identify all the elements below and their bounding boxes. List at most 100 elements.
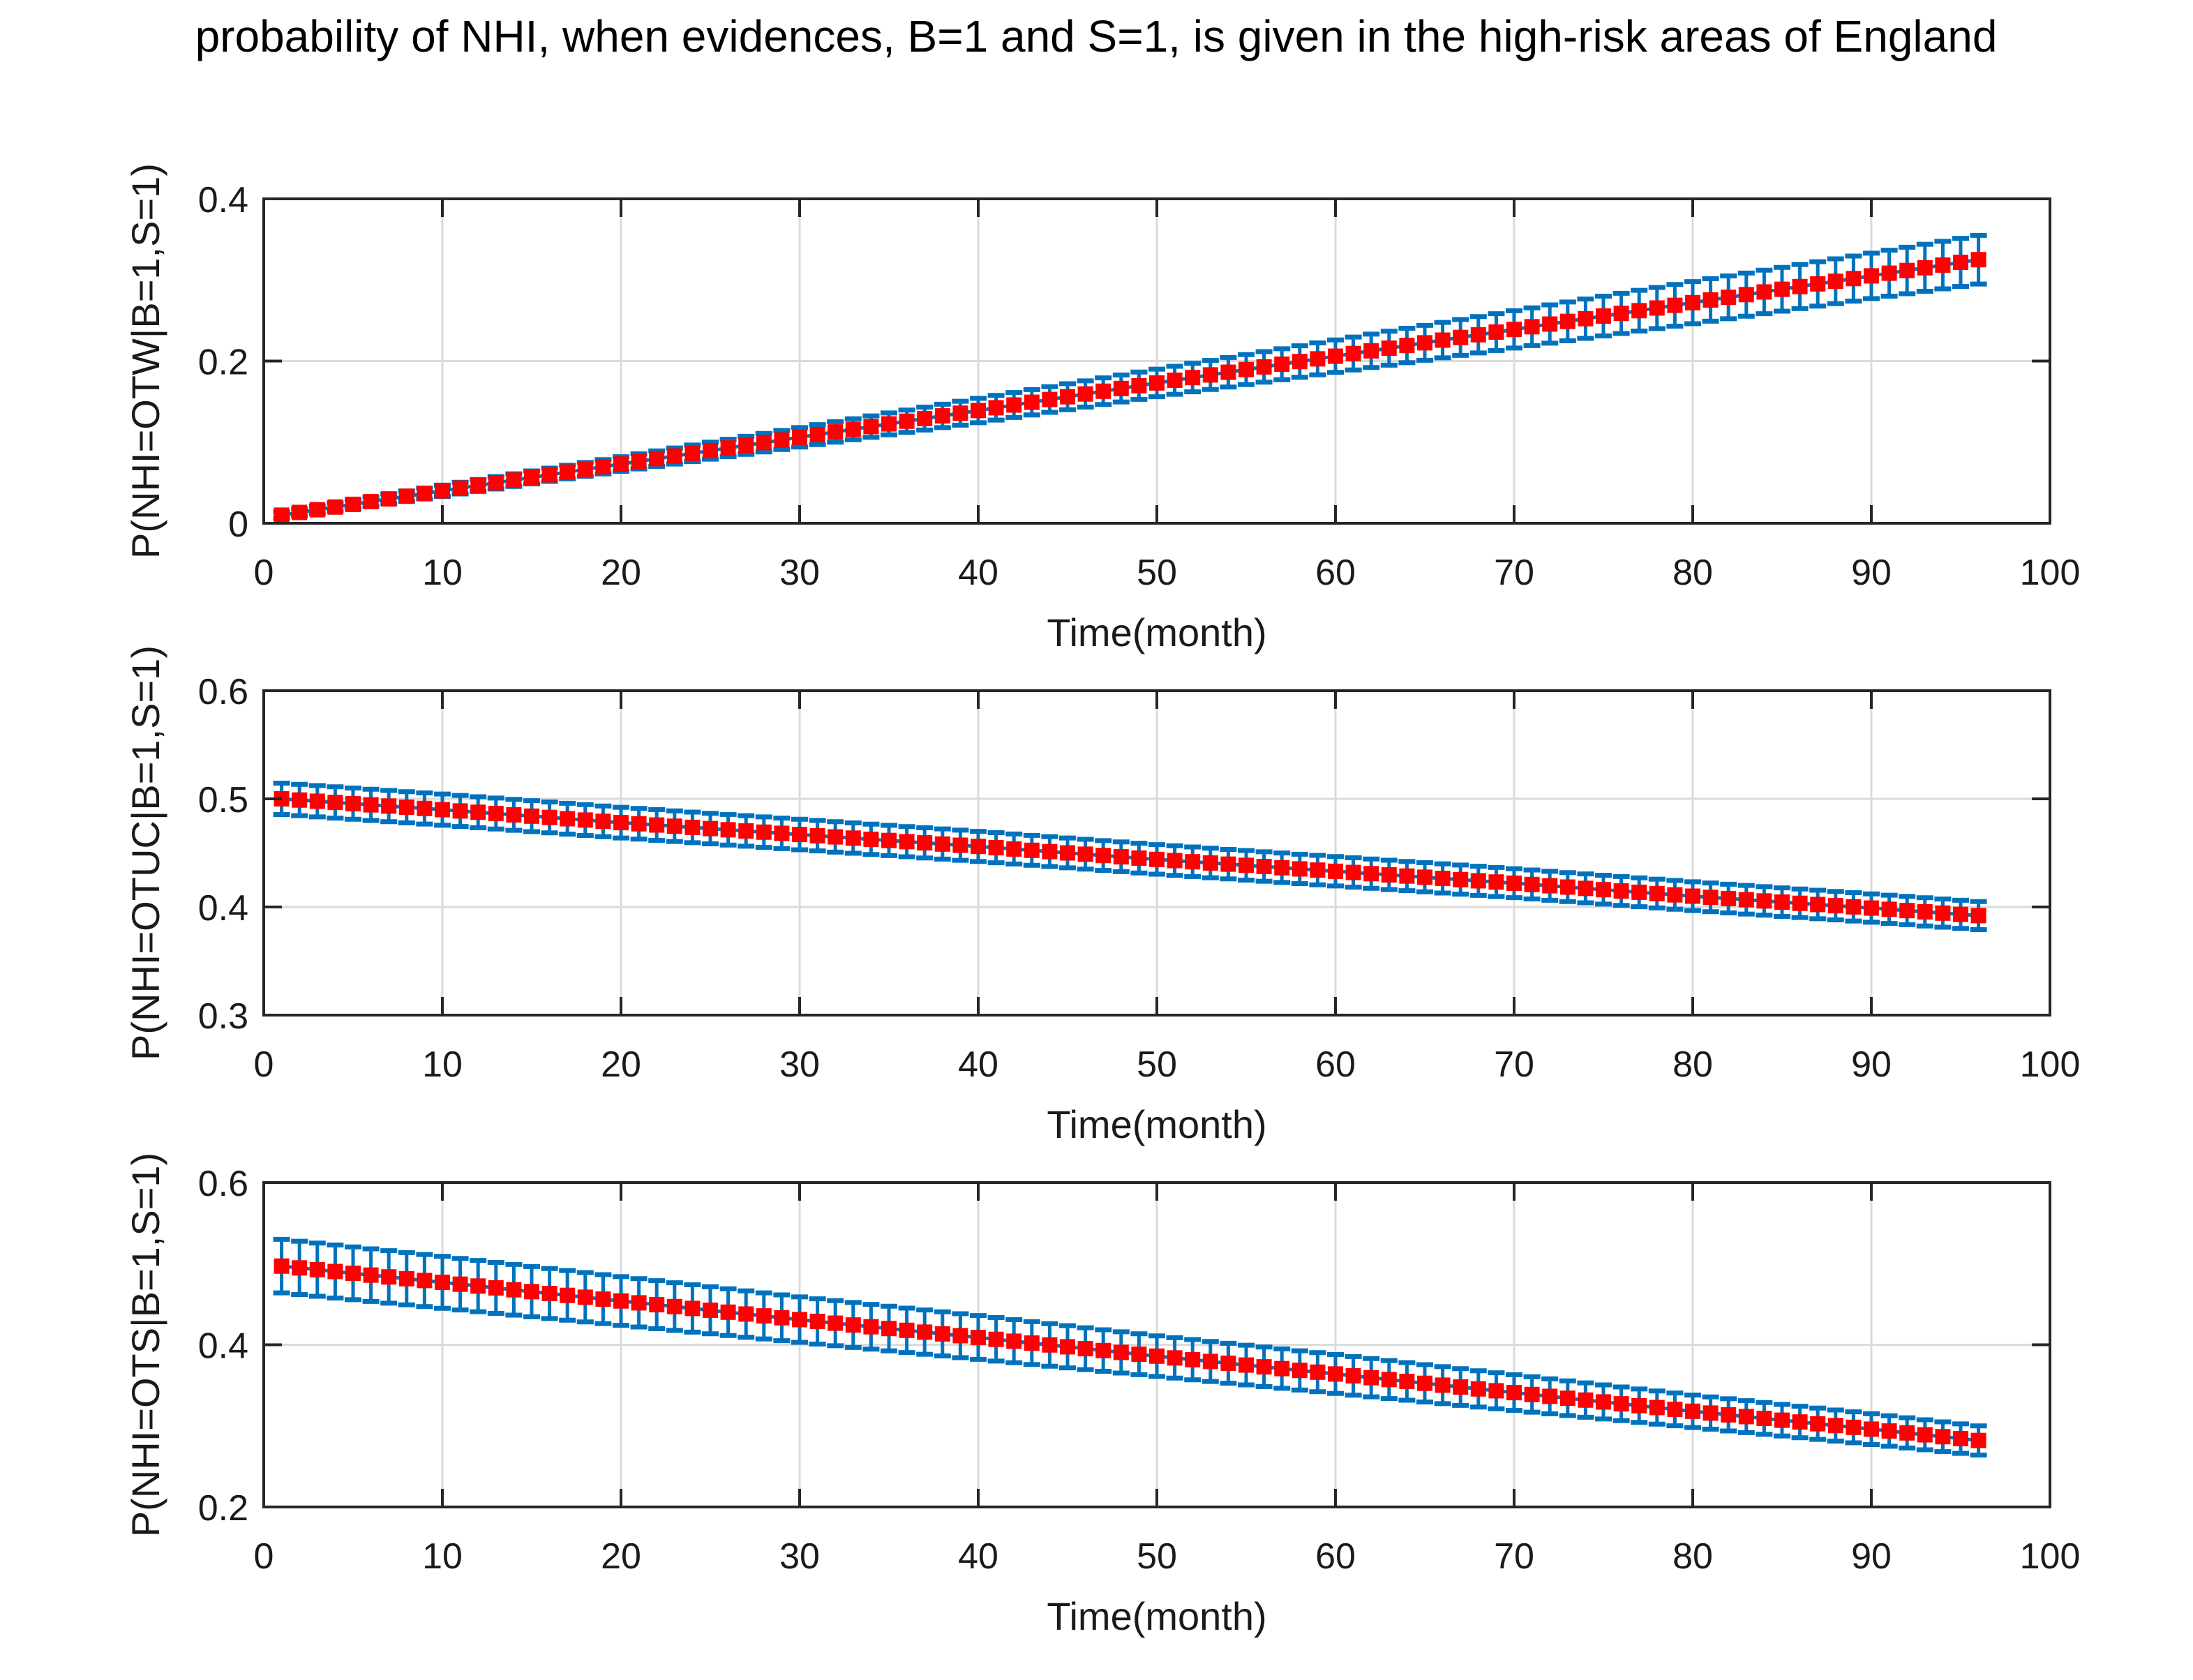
data-marker xyxy=(541,809,557,825)
data-marker xyxy=(452,803,468,819)
data-marker xyxy=(398,1270,414,1287)
data-marker xyxy=(934,836,950,852)
data-marker xyxy=(541,467,557,483)
data-marker xyxy=(1274,357,1290,373)
data-marker xyxy=(506,472,522,488)
data-marker xyxy=(863,831,879,847)
data-marker xyxy=(1578,880,1594,897)
data-marker xyxy=(1667,887,1683,903)
data-marker xyxy=(398,488,414,504)
data-marker xyxy=(1042,1337,1058,1353)
data-marker xyxy=(845,1317,861,1333)
y-tick-label: 0.4 xyxy=(198,888,248,929)
data-marker xyxy=(1721,1407,1737,1423)
data-marker xyxy=(1935,1429,1951,1445)
data-marker xyxy=(1774,1412,1790,1428)
series-markers xyxy=(274,252,1986,523)
data-marker xyxy=(1006,397,1022,413)
data-marker xyxy=(666,818,682,834)
data-marker xyxy=(1721,890,1737,906)
x-tick-label: 70 xyxy=(1494,1536,1534,1577)
data-marker xyxy=(1846,899,1862,915)
data-marker xyxy=(1220,856,1236,872)
data-marker xyxy=(1596,882,1611,898)
data-marker xyxy=(452,1276,468,1292)
data-marker xyxy=(274,507,290,523)
data-marker xyxy=(1149,1348,1165,1364)
data-marker xyxy=(1613,1396,1629,1412)
data-marker xyxy=(1524,876,1540,892)
data-marker xyxy=(470,1278,486,1294)
data-marker xyxy=(595,458,611,474)
data-marker xyxy=(1917,903,1933,920)
data-marker xyxy=(756,1308,772,1324)
y-tick-label: 0.4 xyxy=(198,180,248,220)
data-marker xyxy=(1488,874,1504,890)
data-marker xyxy=(1060,845,1075,861)
data-marker xyxy=(1185,854,1201,870)
data-marker xyxy=(792,429,807,445)
data-marker xyxy=(1774,894,1790,910)
x-tick-label: 10 xyxy=(422,553,463,593)
data-marker xyxy=(1917,1427,1933,1443)
x-tick-label: 90 xyxy=(1851,1536,1892,1577)
data-marker xyxy=(488,806,504,822)
data-marker xyxy=(649,451,665,467)
data-marker xyxy=(1167,373,1183,389)
data-marker xyxy=(577,812,593,828)
subplot-otuc-plot-area: 0 10 20 30 40 50 60 70 80 90 100 0.3 0.4 0.5 0.6 xyxy=(198,672,2081,1085)
data-marker xyxy=(1685,1403,1700,1419)
data-marker xyxy=(756,435,772,451)
data-marker xyxy=(1846,1419,1862,1435)
data-marker xyxy=(666,1298,682,1314)
data-marker xyxy=(1024,394,1040,410)
series-markers xyxy=(274,791,1986,924)
data-marker xyxy=(899,1322,915,1338)
data-marker xyxy=(1417,335,1432,351)
data-marker xyxy=(649,817,665,833)
data-marker xyxy=(1292,861,1308,877)
data-marker xyxy=(1167,1350,1183,1366)
x-tick-label: 70 xyxy=(1494,553,1534,593)
data-marker xyxy=(1042,391,1058,407)
data-marker xyxy=(1488,324,1504,340)
data-marker xyxy=(1649,1400,1665,1416)
data-marker xyxy=(1524,319,1540,335)
data-marker xyxy=(1274,860,1290,876)
data-marker xyxy=(1077,386,1093,402)
data-marker xyxy=(417,800,433,816)
data-marker xyxy=(881,832,897,848)
data-marker xyxy=(524,470,539,486)
data-marker xyxy=(381,798,397,814)
data-marker xyxy=(863,419,879,435)
data-marker xyxy=(1310,1364,1326,1380)
x-tick-label: 30 xyxy=(779,1044,820,1085)
data-marker xyxy=(1149,851,1165,867)
data-marker xyxy=(1864,900,1879,916)
data-marker xyxy=(899,834,915,850)
data-marker xyxy=(1024,842,1040,858)
data-marker xyxy=(1792,895,1808,911)
data-marker xyxy=(1310,862,1326,878)
data-marker xyxy=(1220,1356,1236,1372)
data-marker xyxy=(560,1287,576,1303)
data-marker xyxy=(1685,294,1700,310)
subplot-otw-plot-area: 0 10 20 30 40 50 60 70 80 90 100 0 0.2 0.4 xyxy=(198,180,2081,593)
data-marker xyxy=(1953,255,1968,271)
data-marker xyxy=(1506,875,1522,891)
data-marker xyxy=(703,442,718,458)
data-marker xyxy=(613,456,629,472)
data-marker xyxy=(1274,1360,1290,1377)
data-marker xyxy=(1559,1390,1575,1407)
data-marker xyxy=(470,477,486,493)
data-marker xyxy=(1310,351,1326,367)
data-marker xyxy=(1345,1368,1361,1384)
data-marker xyxy=(1113,380,1129,396)
data-marker xyxy=(1810,897,1826,913)
x-tick-label: 20 xyxy=(601,553,641,593)
data-marker xyxy=(1542,1388,1558,1404)
data-marker xyxy=(703,1303,718,1319)
data-marker xyxy=(703,820,718,837)
data-marker xyxy=(1256,359,1272,375)
data-marker xyxy=(1970,908,1986,924)
